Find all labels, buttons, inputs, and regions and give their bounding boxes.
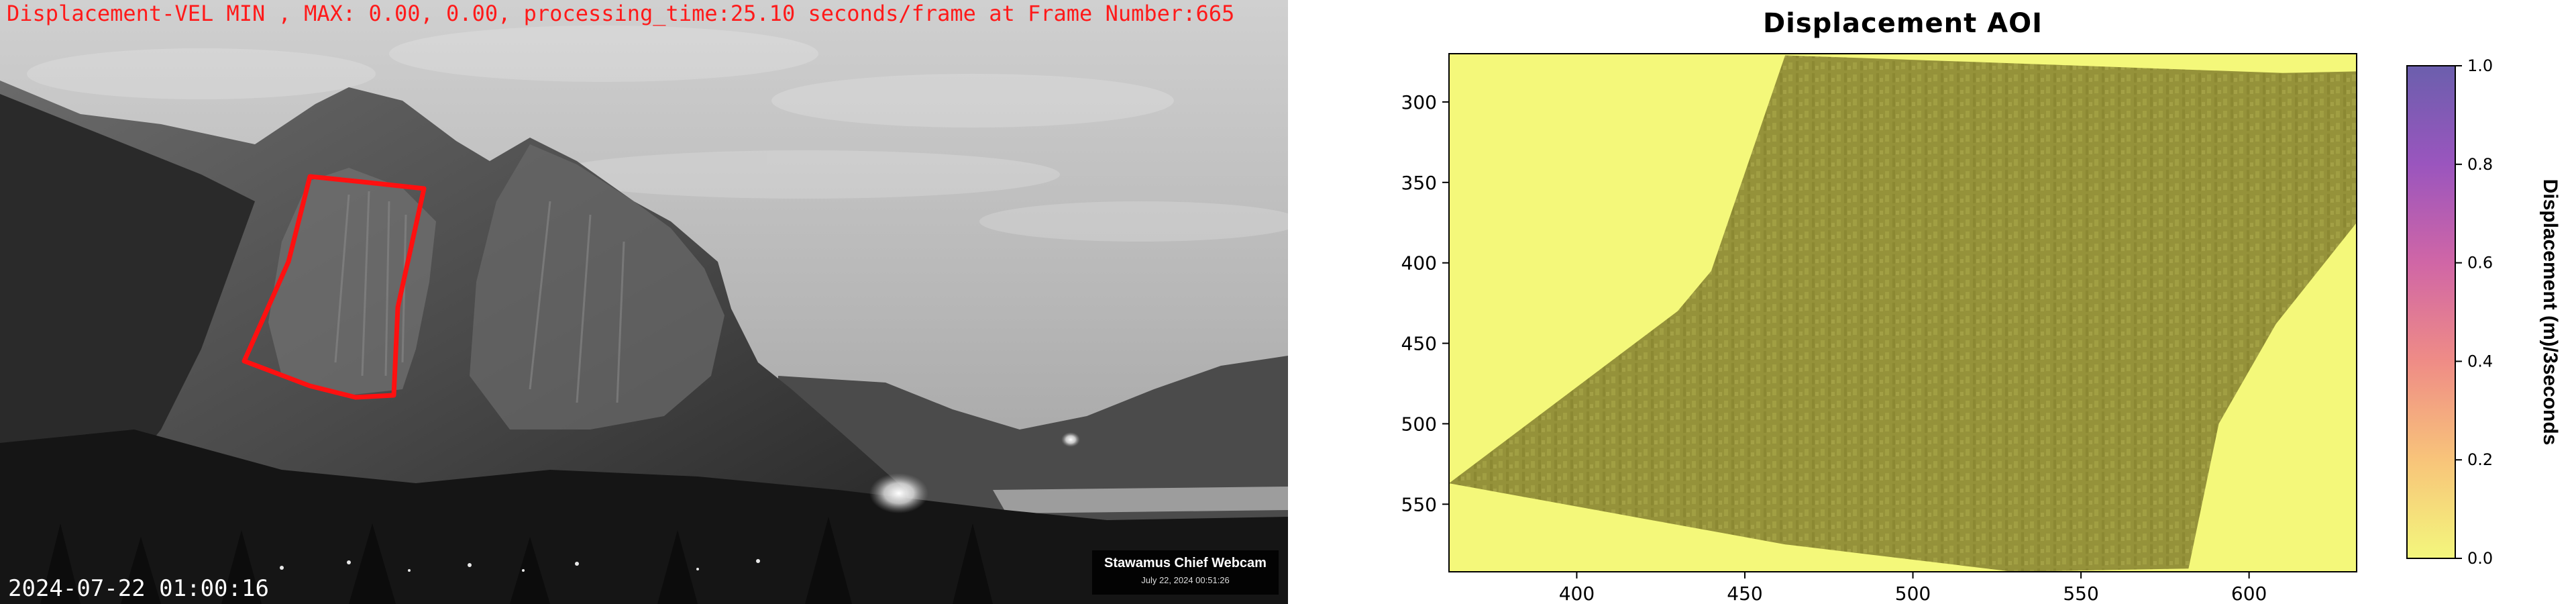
displacement-chart-panel: Displacement AOI 400 450 500 550 600 300 350 4…: [1288, 0, 2576, 604]
colorbar-tick-label: 0.6: [2467, 254, 2493, 272]
y-tick-label: 500: [1401, 413, 1437, 435]
light-glow: [869, 473, 928, 513]
colorbar-tick-label: 0.8: [2467, 155, 2493, 174]
watermark-date: July 22, 2024 00:51:26: [1141, 575, 1230, 585]
colorbar-tick-label: 0.4: [2467, 352, 2493, 370]
watermark-title: Stawamus Chief Webcam: [1104, 556, 1267, 570]
webcam-watermark: Stawamus Chief Webcam July 22, 2024 00:5…: [1092, 550, 1279, 595]
y-tick-label: 300: [1401, 91, 1437, 113]
chart-title: Displacement AOI: [1763, 8, 2043, 39]
webcam-image: [0, 0, 1288, 604]
y-tick-label: 350: [1401, 172, 1437, 194]
colorbar-tick-label: 1.0: [2467, 56, 2493, 75]
x-tick-label: 500: [1895, 583, 1931, 604]
colorbar-label: Displacement (m)/3seconds: [2539, 179, 2561, 446]
y-tick-label: 400: [1401, 252, 1437, 274]
x-tick-label: 550: [2063, 583, 2098, 604]
x-tick-label: 400: [1559, 583, 1595, 604]
colorbar-ticks: 0.0 0.2 0.4 0.6 0.8 1.0: [2455, 56, 2493, 568]
webcam-panel: Displacement-VEL MIN , MAX: 0.00, 0.00, …: [0, 0, 1288, 604]
x-tick-label: 600: [2231, 583, 2267, 604]
colorbar-tick-label: 0.2: [2467, 450, 2493, 469]
y-tick-label: 450: [1401, 333, 1437, 355]
light-glow: [1061, 432, 1080, 447]
processing-overlay-text: Displacement-VEL MIN , MAX: 0.00, 0.00, …: [7, 1, 1235, 26]
plot-frame: [1448, 53, 2357, 572]
aoi-outline: [241, 174, 427, 400]
y-tick-label: 550: [1401, 493, 1437, 515]
displacement-chart: Displacement AOI 400 450 500 550 600 300 350 4…: [1401, 8, 2561, 604]
colorbar-tick-label: 0.0: [2467, 549, 2493, 568]
y-axis: 300 350 400 450 500 550: [1401, 91, 1449, 515]
heatmap-aoi-region: [1449, 55, 2357, 572]
colorbar: [2406, 65, 2456, 559]
x-tick-label: 450: [1727, 583, 1762, 604]
timestamp-text: 2024-07-22 01:00:16: [8, 575, 269, 602]
x-axis: 400 450 500 550 600: [1559, 572, 2267, 604]
